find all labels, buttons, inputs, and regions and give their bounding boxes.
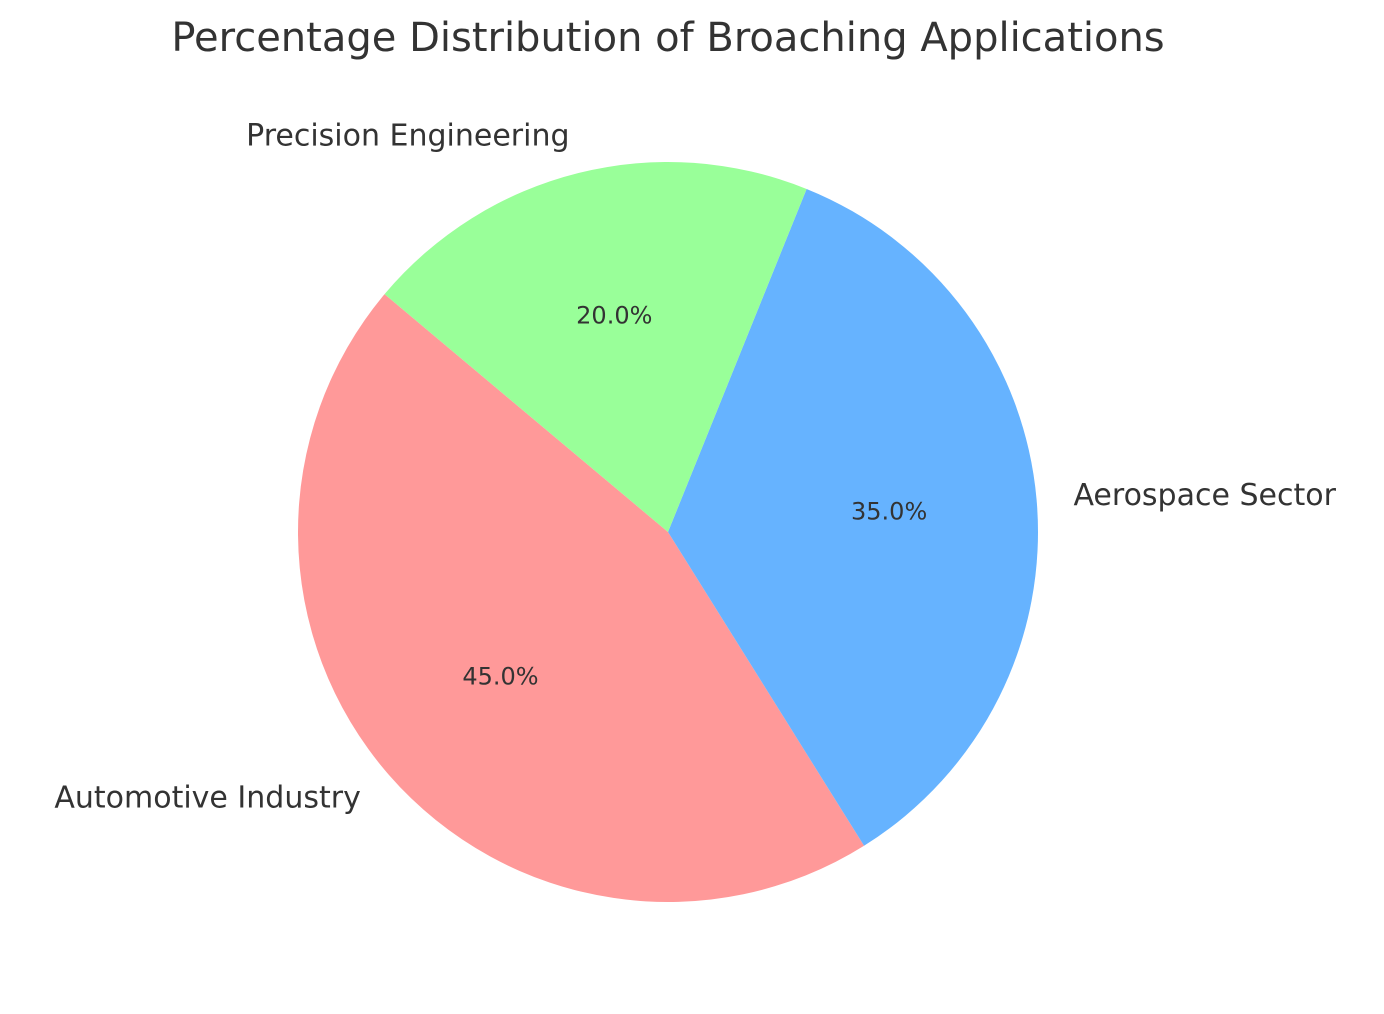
pie-slice [384,161,807,532]
value-label: 35.0% [851,498,927,526]
value-label: 45.0% [462,663,538,691]
pie-slice [298,294,865,902]
pie-slice [668,188,1038,846]
value-label: 20.0% [576,302,652,330]
chart-title: Percentage Distribution of Broaching App… [171,15,1164,61]
slice-label: Aerospace Sector [1073,478,1336,513]
slice-label: Automotive Industry [54,781,360,816]
slice-label: Precision Engineering [246,119,569,154]
